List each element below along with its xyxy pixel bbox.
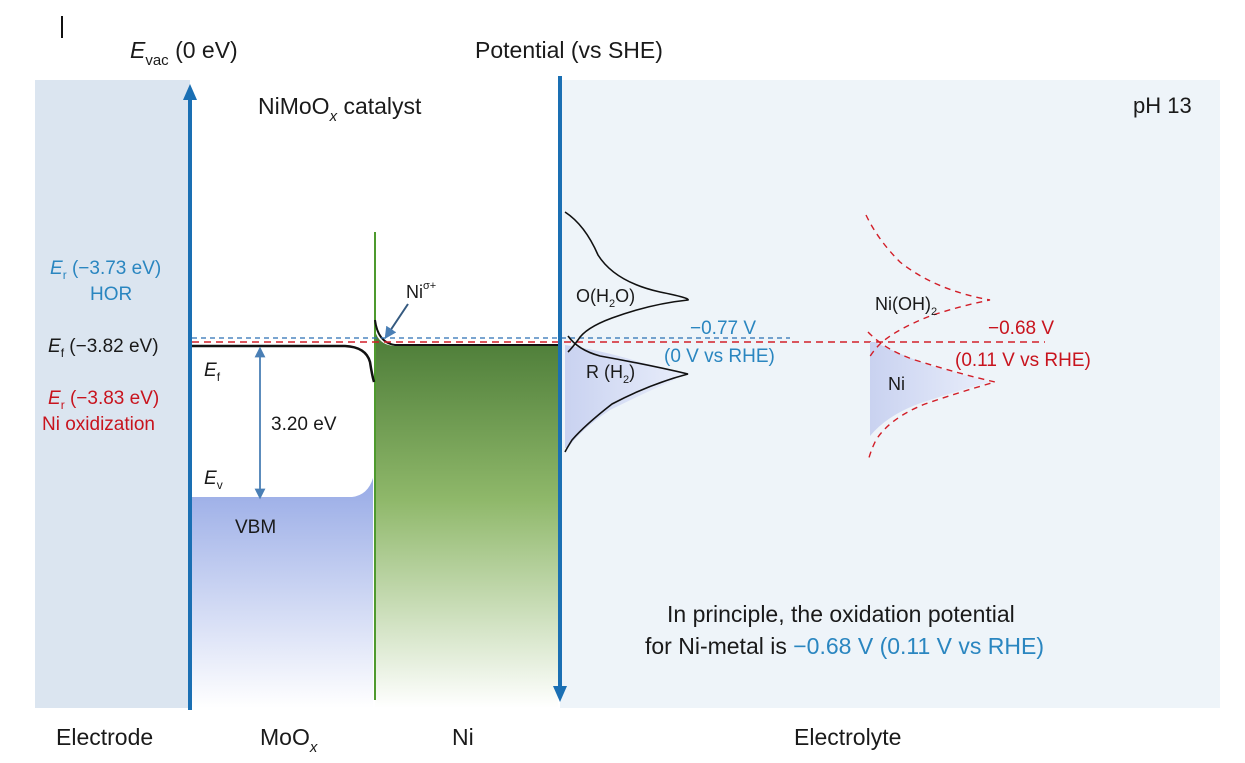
nioh2-dos-curve: [865, 214, 991, 361]
ni-metal-fill: [375, 330, 558, 708]
note-line-1: In principle, the oxidation potential: [667, 601, 1015, 627]
moox-label: MoOx: [260, 724, 318, 756]
ph-label: pH 13: [1133, 93, 1192, 118]
evac-label: Evac (0 eV): [130, 37, 238, 69]
moox-ev-label: Ev: [204, 468, 223, 492]
band-gap-label: 3.20 eV: [271, 414, 337, 435]
potential-label: Potential (vs SHE): [475, 37, 663, 63]
evac-arrowhead: [183, 84, 197, 100]
ni-sigma-label: Niσ+: [406, 280, 436, 302]
ni-ox-potential-label: −0.68 V: [988, 318, 1054, 339]
her-potential-label: −0.77 V: [690, 318, 756, 339]
note-line-2: for Ni-metal is −0.68 V (0.11 V vs RHE): [645, 633, 1044, 659]
ni-label: Ni: [452, 724, 474, 750]
potential-arrowhead: [553, 686, 567, 702]
ni-metal-dos-label: Ni: [888, 374, 905, 394]
ni-oxidation-potential-label: Er (−3.83 eV): [48, 388, 159, 412]
vbm-label: VBM: [235, 517, 276, 538]
ni-ox-rhe-label: (0.11 V vs RHE): [955, 350, 1091, 371]
her-rhe-label: (0 V vs RHE): [664, 346, 775, 367]
hor-potential-label: Er (−3.73 eV): [50, 258, 161, 282]
reduced-hydrogen-label: R (H2): [586, 362, 635, 386]
nioh2-label: Ni(OH)2: [875, 294, 937, 318]
electrode-label: Electrode: [56, 724, 153, 750]
ni-sigma-arrow: [384, 303, 409, 339]
h2o-dos-curve: [564, 211, 689, 353]
fermi-level-curve: [192, 344, 376, 383]
oxidized-water-label: O(H2O): [576, 286, 635, 310]
ni-dos-fill: [870, 342, 990, 436]
fermi-energy-label: Ef (−3.82 eV): [48, 336, 159, 360]
h2-dos-curve: [564, 335, 689, 453]
ni-metal-dos-curve: [867, 331, 996, 463]
ni-fermi-curve: [374, 319, 558, 346]
hor-label: HOR: [90, 284, 132, 305]
moox-ef-label: Ef: [204, 360, 221, 384]
electrolyte-label: Electrolyte: [794, 724, 901, 750]
vbm-fill: [192, 478, 373, 708]
catalyst-label: NiMoOx catalyst: [258, 93, 422, 125]
ni-oxidization-label: Ni oxidization: [42, 414, 155, 435]
electrode-region: [35, 80, 190, 708]
